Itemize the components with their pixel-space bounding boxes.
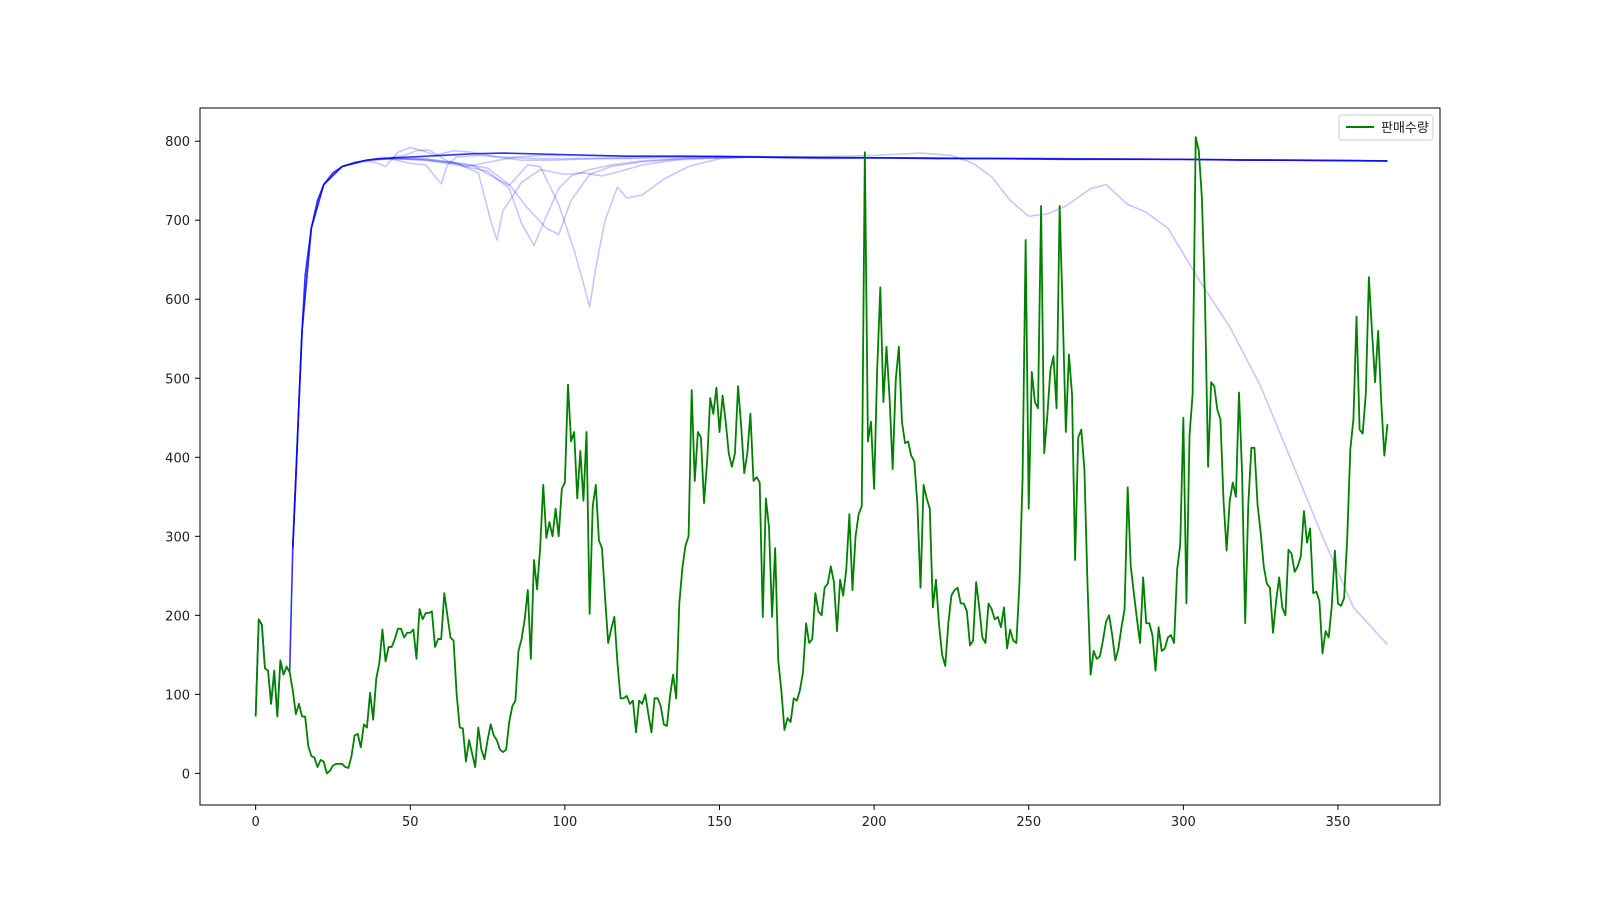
legend-label: 판매수량 (1381, 121, 1429, 136)
y-tick-label: 200 (165, 609, 190, 624)
y-tick-label: 300 (165, 530, 190, 545)
x-tick-label: 350 (1326, 815, 1351, 830)
x-tick-label: 300 (1171, 815, 1196, 830)
y-tick-label: 100 (165, 688, 190, 703)
y-tick-label: 600 (165, 293, 190, 308)
legend: 판매수량 (1339, 115, 1433, 140)
y-tick-label: 400 (165, 451, 190, 466)
y-tick-label: 0 (182, 767, 190, 782)
y-tick-label: 700 (165, 214, 190, 229)
y-tick-label: 500 (165, 372, 190, 387)
x-tick-label: 50 (402, 815, 419, 830)
x-tick-label: 150 (707, 815, 732, 830)
y-tick-label: 800 (165, 135, 190, 150)
x-tick-label: 100 (552, 815, 577, 830)
x-tick-label: 250 (1016, 815, 1041, 830)
x-tick-label: 0 (252, 815, 260, 830)
x-tick-label: 200 (862, 815, 887, 830)
